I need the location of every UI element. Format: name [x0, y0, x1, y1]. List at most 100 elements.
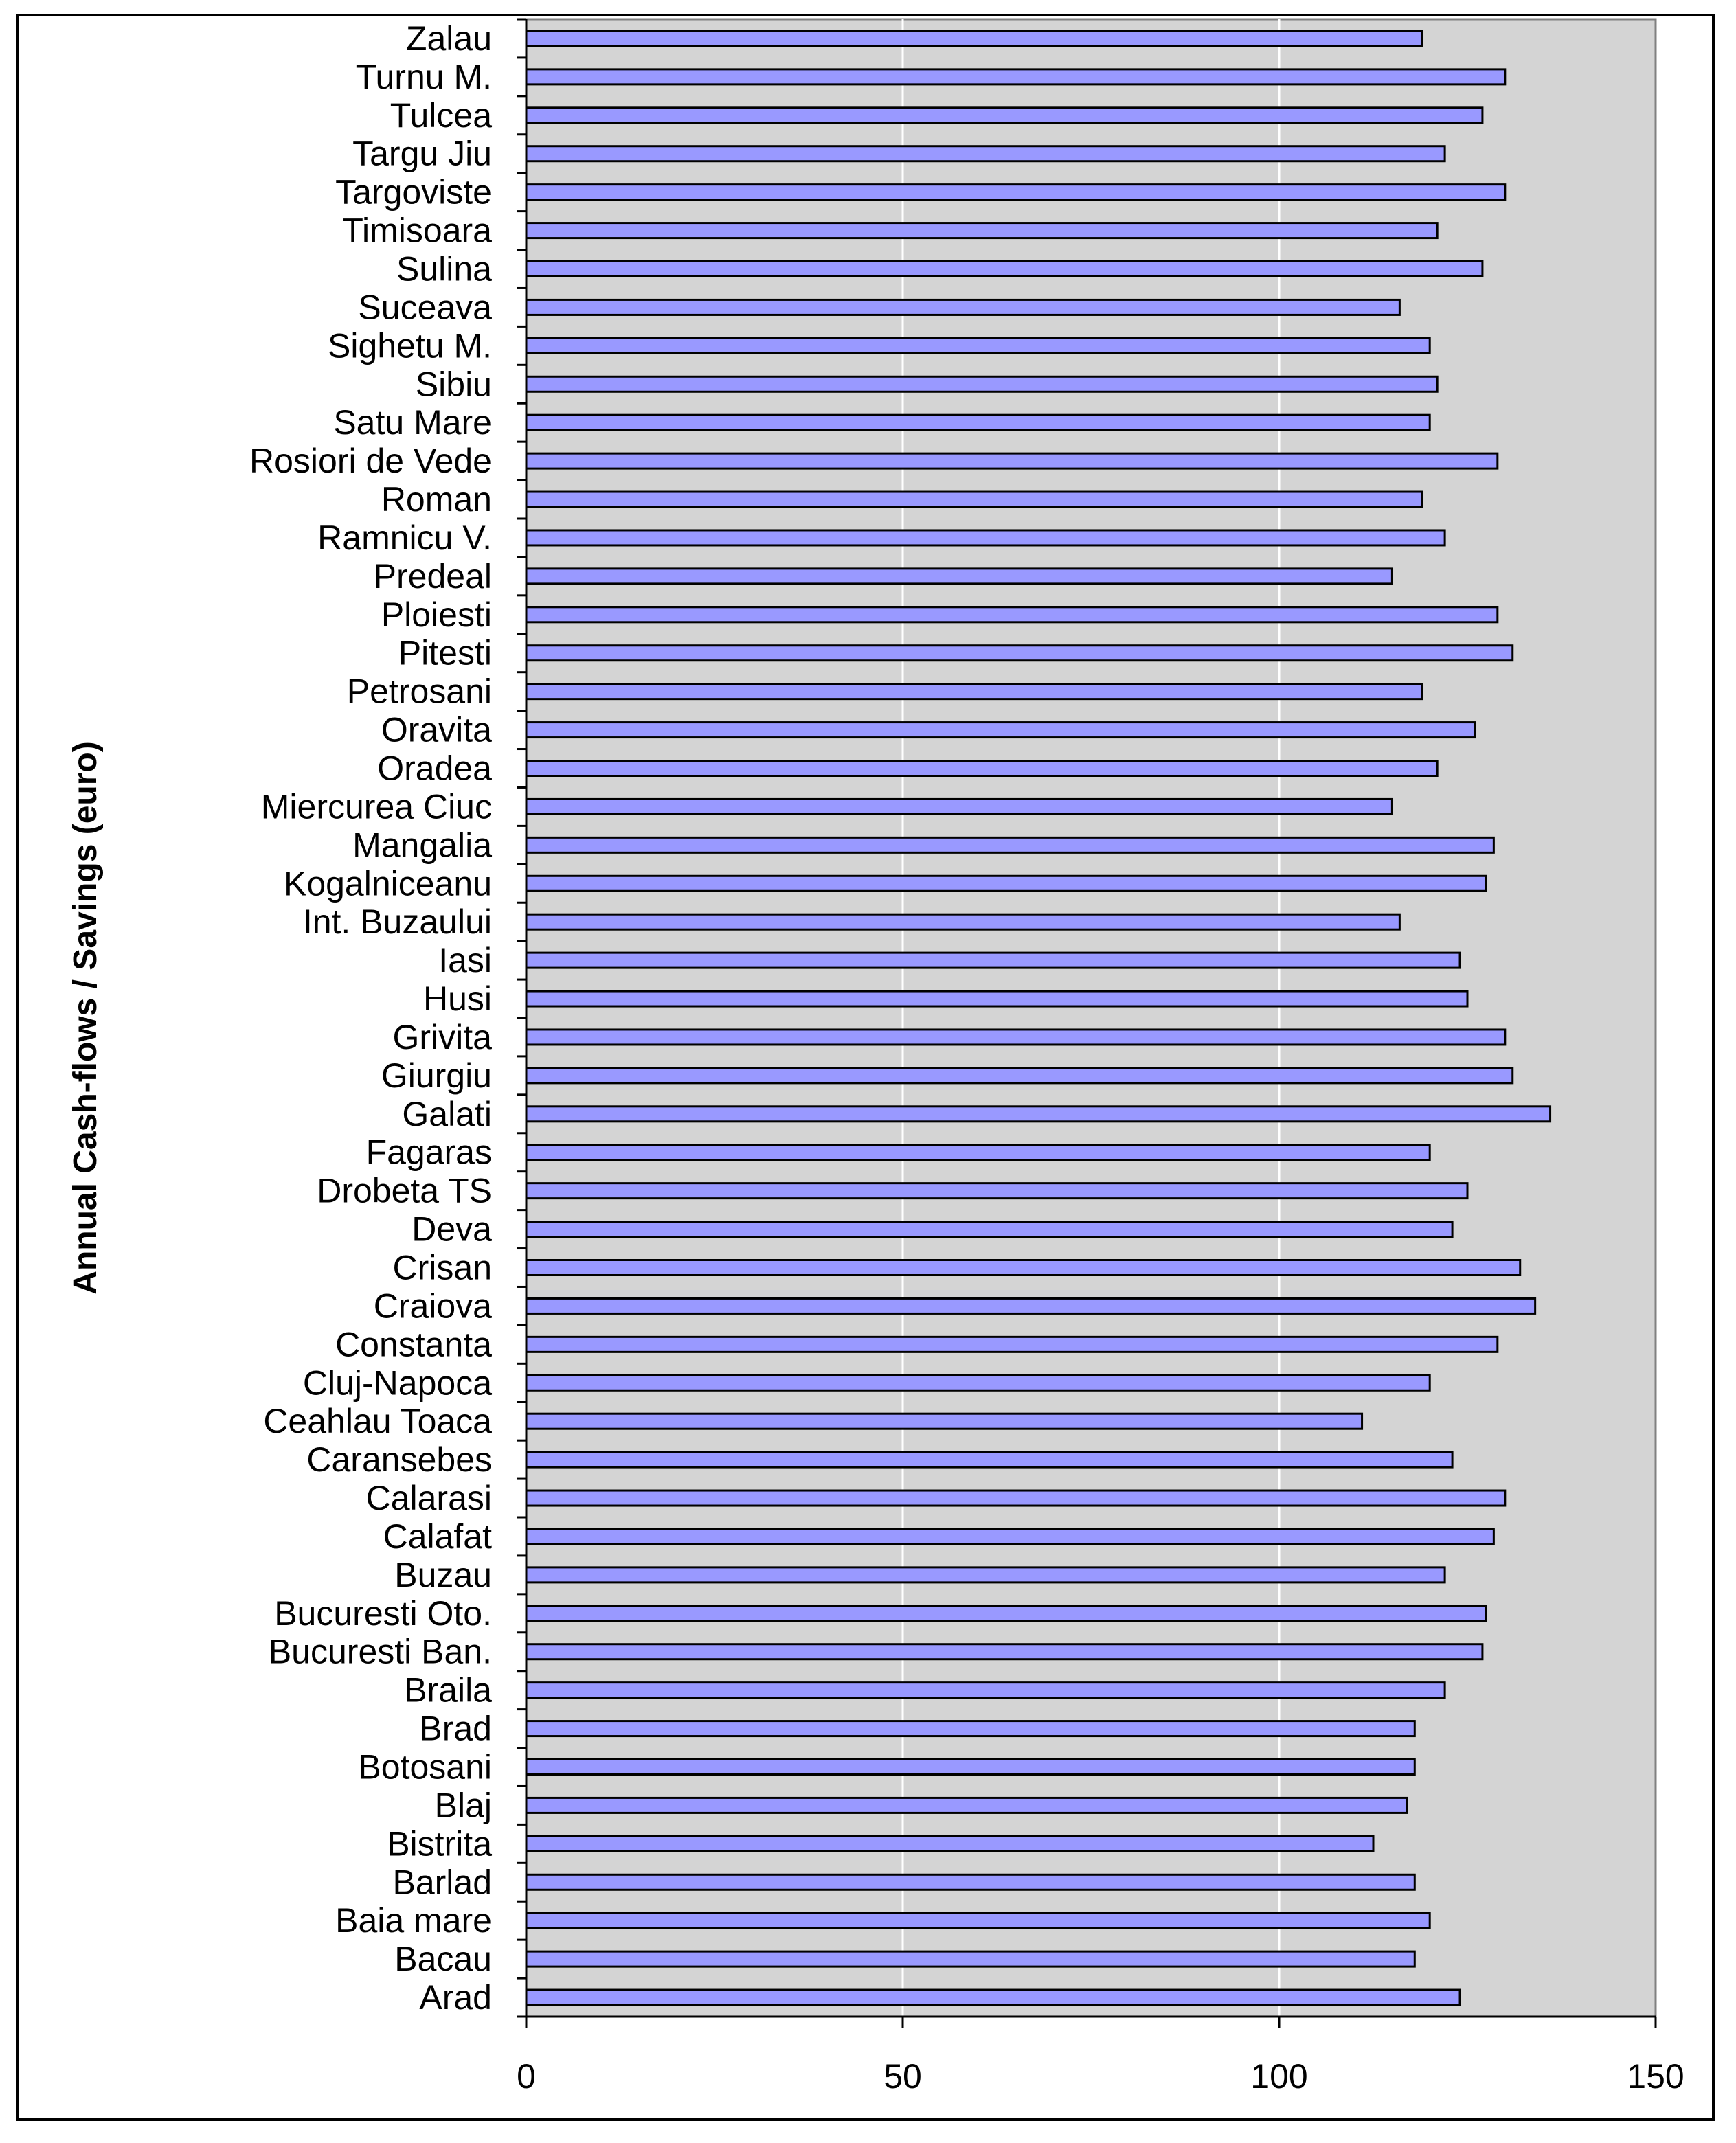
bar-sulina	[525, 260, 1484, 277]
plot-background	[525, 18, 1657, 2018]
category-label: Bistrita	[387, 1824, 492, 1863]
bar-targoviste	[525, 183, 1507, 201]
bar-bucuresti-ban	[525, 1643, 1484, 1661]
category-label: Grivita	[393, 1018, 493, 1056]
tick-labels: 0 50 100 150	[517, 2057, 1684, 2096]
category-label: Ploiesti	[381, 596, 492, 634]
bar-buzau	[525, 1566, 1446, 1584]
category-label: Predeal	[374, 557, 492, 596]
bar-kogalniceanu	[525, 874, 1487, 892]
bar-barlad	[525, 1873, 1416, 1891]
category-label: Craiova	[374, 1286, 492, 1325]
category-label: Deva	[412, 1210, 492, 1249]
category-label: Sulina	[396, 250, 492, 288]
category-label: Ramnicu V.	[317, 519, 492, 557]
category-label: Targoviste	[335, 173, 492, 212]
bar-int-buzaului	[525, 913, 1401, 931]
category-label: Rosiori de Vede	[249, 442, 492, 480]
category-label: Tulcea	[390, 96, 492, 135]
x-tick-label: 0	[517, 2057, 536, 2096]
category-label: Zalau	[406, 19, 492, 58]
bar-satu-mare	[525, 413, 1431, 431]
category-label: Blaj	[435, 1786, 492, 1824]
bar-bucuresti-oto	[525, 1605, 1487, 1622]
category-label: Kogalniceanu	[284, 864, 492, 903]
bar-miercurea-ciuc	[525, 797, 1393, 815]
category-label: Turnu M.	[356, 58, 492, 96]
plot-area	[525, 18, 1657, 2018]
bar-rosiori-de-vede	[525, 452, 1499, 470]
category-label: Roman	[381, 480, 492, 519]
bar-crisan	[525, 1259, 1522, 1276]
bar-galati	[525, 1105, 1552, 1123]
bar-ploiesti	[525, 606, 1499, 624]
bar-predeal	[525, 567, 1393, 585]
category-label: Giurgiu	[381, 1056, 492, 1095]
category-label: Mangalia	[352, 826, 492, 864]
x-tick-label: 100	[1250, 2057, 1307, 2096]
category-label: Calafat	[383, 1517, 493, 1556]
bar-baia-mare	[525, 1912, 1431, 1929]
bar-oravita	[525, 721, 1476, 739]
category-label: Constanta	[335, 1325, 492, 1363]
x-tick-label: 50	[883, 2057, 922, 2096]
axes	[517, 18, 1657, 2028]
category-label: Crisan	[393, 1249, 492, 1287]
bar-petrosani	[525, 683, 1423, 701]
category-label: Husi	[423, 979, 492, 1018]
bar-drobeta-ts	[525, 1182, 1469, 1200]
category-label: Cluj-Napoca	[303, 1363, 492, 1402]
bar-timisoara	[525, 222, 1439, 240]
bar-bistrita	[525, 1835, 1375, 1852]
category-label: Caransebes	[306, 1440, 492, 1479]
x-tick-label: 150	[1627, 2057, 1684, 2096]
category-label: Pitesti	[398, 634, 492, 672]
bar-oradea	[525, 760, 1439, 777]
bar-craiova	[525, 1297, 1537, 1315]
bar-ramnicu-v	[525, 529, 1446, 547]
category-label: Iasi	[438, 941, 492, 979]
bar-mangalia	[525, 836, 1495, 854]
category-label: Targu Jiu	[352, 135, 492, 173]
bar-turnu-m	[525, 68, 1507, 86]
category-label: Oradea	[377, 749, 492, 788]
bar-constanta	[525, 1335, 1499, 1353]
category-label: Timisoara	[342, 212, 492, 250]
category-label: Brad	[419, 1710, 492, 1748]
y-axis-title: Annual Cash-flows / Savings (euro)	[67, 741, 104, 1294]
bar-roman	[525, 490, 1423, 508]
category-label: Barlad	[392, 1863, 492, 1901]
category-label: Miercurea Ciuc	[261, 787, 492, 826]
bar-zalau	[525, 30, 1423, 47]
category-label: Int. Buzaului	[303, 903, 492, 941]
category-label: Sibiu	[416, 365, 492, 403]
bar-caransebes	[525, 1451, 1454, 1469]
bar-pitesti	[525, 644, 1514, 662]
bar-targu-jiu	[525, 145, 1446, 163]
bar-braila	[525, 1681, 1446, 1699]
bar-deva	[525, 1221, 1454, 1238]
bar-giurgiu	[525, 1067, 1514, 1085]
bar-husi	[525, 990, 1469, 1008]
category-label: Oravita	[381, 711, 492, 749]
category-label: Petrosani	[347, 672, 492, 711]
bar-calarasi	[525, 1489, 1507, 1507]
category-label: Ceahlau Toaca	[263, 1402, 492, 1440]
category-label: Arad	[419, 1978, 492, 2017]
category-label: Braila	[404, 1671, 492, 1710]
bar-sighetu-m	[525, 337, 1431, 354]
bar-fagaras	[525, 1144, 1431, 1161]
category-label: Galati	[402, 1095, 492, 1133]
category-label: Bucuresti Oto.	[274, 1594, 492, 1633]
category-label: Bacau	[394, 1940, 492, 1978]
bar-iasi	[525, 951, 1461, 969]
bar-brad	[525, 1720, 1416, 1738]
category-label: Sighetu M.	[328, 326, 492, 365]
bar-tulcea	[525, 106, 1484, 124]
bar-cluj-napoca	[525, 1374, 1431, 1392]
bar-sibiu	[525, 375, 1439, 393]
bar-calafat	[525, 1528, 1495, 1545]
category-label: Fagaras	[366, 1133, 492, 1172]
